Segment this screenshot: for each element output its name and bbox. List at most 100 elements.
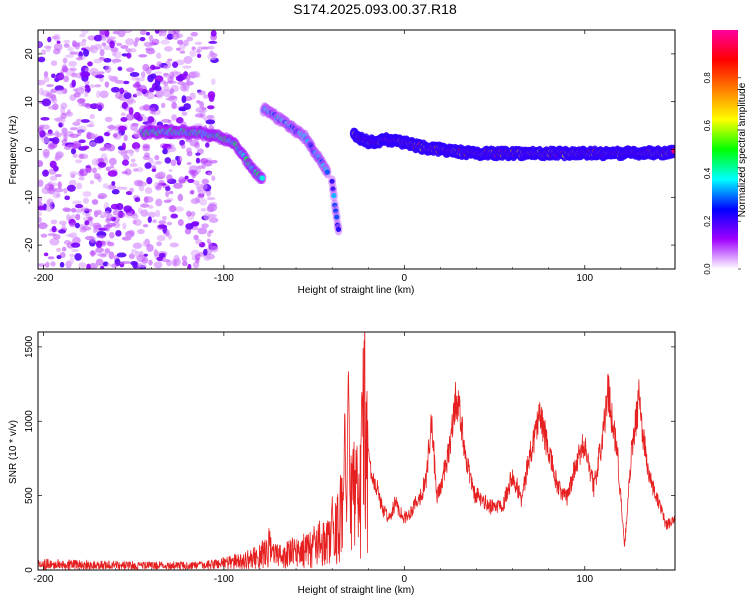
- heatmap-cell: [50, 88, 57, 94]
- heatmap-cell: [182, 83, 190, 91]
- heatmap-cell: [57, 181, 62, 189]
- heatmap-cell: [164, 46, 173, 52]
- heatmap-cell: [121, 101, 128, 110]
- heatmap-cell: [54, 187, 64, 193]
- heatmap-cell: [74, 222, 80, 229]
- heatmap-cell: [181, 260, 188, 267]
- heatmap-cell: [99, 30, 107, 35]
- heatmap-cell: [166, 33, 174, 40]
- heatmap-cell: [335, 226, 342, 232]
- heatmap-cell: [203, 212, 211, 221]
- heatmap-cell: [58, 229, 67, 234]
- heatmap-cell: [116, 252, 127, 258]
- heatmap-cell: [95, 247, 104, 253]
- heatmap-cell: [210, 30, 217, 37]
- heatmap-cell: [162, 148, 168, 155]
- heatmap-cell: [165, 186, 171, 192]
- heatmap-cell: [125, 233, 133, 240]
- heatmap-cell: [180, 144, 186, 149]
- colorbar-gradient: [712, 30, 738, 269]
- heatmap-cell: [96, 90, 101, 99]
- heatmap-cell: [49, 160, 57, 169]
- heatmap-cell: [88, 262, 99, 269]
- heatmap-cell: [112, 209, 120, 216]
- heatmap-cell: [103, 210, 111, 218]
- heatmap-cell: [160, 39, 170, 45]
- heatmap-cell: [203, 254, 211, 261]
- heatmap-cell: [199, 198, 208, 206]
- heatmap-cell: [38, 56, 46, 63]
- heatmap-cell: [171, 258, 177, 267]
- heatmap-cell: [161, 118, 171, 123]
- heatmap-cell: [62, 207, 71, 212]
- heatmap-cell: [84, 84, 90, 89]
- heatmap-cell: [63, 43, 70, 48]
- heatmap-cell: [95, 240, 103, 249]
- heatmap-cell: [85, 212, 91, 219]
- heatmap-cell: [69, 127, 78, 131]
- heatmap-cell: [69, 51, 78, 55]
- heatmap-cell: [147, 216, 152, 223]
- heatmap-cell: [66, 213, 71, 222]
- heatmap-cell: [104, 248, 111, 254]
- heatmap-cell: [165, 190, 170, 198]
- heatmap-cell: [164, 157, 172, 164]
- heatmap-cell: [115, 229, 122, 237]
- heatmap-cell: [142, 224, 149, 228]
- heatmap-cell: [108, 157, 117, 166]
- heatmap-cell: [94, 74, 105, 79]
- heatmap-cell: [178, 107, 187, 112]
- heatmap-cell: [173, 182, 183, 189]
- heatmap-cell: [61, 127, 68, 134]
- heatmap-cell: [201, 223, 209, 229]
- heatmap-cell: [69, 257, 75, 265]
- heatmap-cell: [76, 98, 86, 104]
- heatmap-cell: [145, 66, 152, 75]
- heatmap-cell: [158, 252, 166, 258]
- heatmap-cell: [206, 197, 216, 201]
- heatmap-cell: [138, 185, 145, 192]
- heatmap-cell: [43, 151, 50, 159]
- heatmap-cell: [116, 42, 123, 47]
- heatmap-cell: [151, 38, 160, 46]
- heatmap-cell: [72, 236, 81, 245]
- heatmap-cell: [59, 261, 65, 268]
- spectrogram-x-tick-label: -100: [214, 273, 234, 284]
- spectrogram-y-axis-label: Frequency (Hz): [8, 116, 19, 185]
- heatmap-cell: [64, 195, 71, 201]
- spectrogram-x-axis-label: Height of straight line (km): [298, 285, 415, 296]
- heatmap-cell: [111, 59, 117, 64]
- spectrogram-y-tick-label: 10: [24, 96, 35, 108]
- heatmap-cell: [82, 49, 90, 57]
- heatmap-cell: [38, 216, 42, 223]
- heatmap-cell: [189, 49, 197, 58]
- heatmap-cell: [55, 193, 61, 198]
- heatmap-cell: [195, 238, 202, 245]
- heatmap-cell: [207, 171, 212, 176]
- heatmap-cell: [138, 54, 148, 58]
- heatmap-cell: [132, 242, 143, 249]
- heatmap-cell: [74, 208, 84, 213]
- heatmap-cell: [121, 159, 130, 166]
- heatmap-cell: [83, 145, 90, 150]
- heatmap-cell: [72, 41, 81, 48]
- heatmap-cell: [77, 125, 87, 134]
- heatmap-cell: [43, 71, 49, 78]
- heatmap-cell: [51, 225, 57, 233]
- heatmap-cell: [201, 178, 210, 185]
- snr-y-tick-label: 0: [24, 567, 35, 573]
- heatmap-cell: [131, 142, 141, 150]
- heatmap-cell: [89, 180, 95, 185]
- heatmap-cell: [61, 246, 67, 252]
- heatmap-cell: [93, 172, 101, 180]
- heatmap-cell: [122, 186, 128, 191]
- heatmap-cell: [72, 121, 81, 126]
- heatmap-cell: [155, 198, 163, 207]
- heatmap-cell: [130, 158, 136, 163]
- heatmap-cell: [120, 151, 128, 157]
- snr-y-tick-label: 1000: [24, 410, 35, 433]
- figure-title: S174.2025.093.00.37.R18: [293, 1, 457, 17]
- heatmap-cell: [120, 112, 126, 117]
- heatmap-cell: [103, 131, 110, 137]
